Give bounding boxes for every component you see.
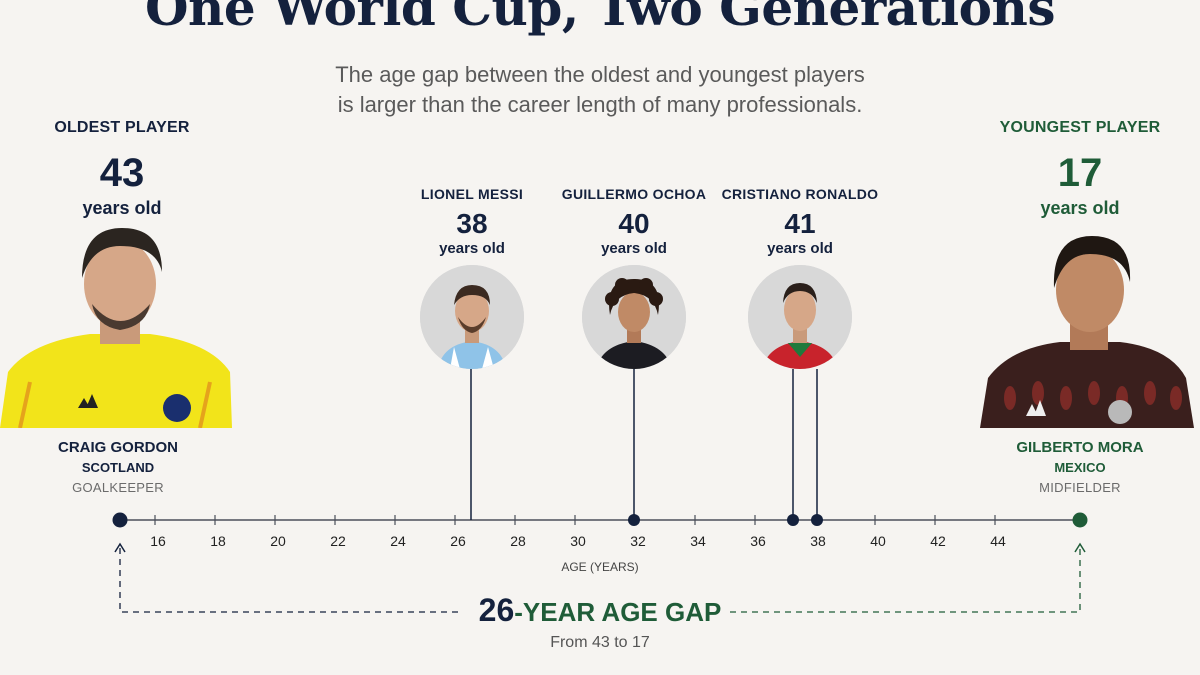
timeline-ticks: 16 18 20 22 24 26 28 30 32 34 36 38 40 42 44 (150, 515, 1006, 549)
oldest-player-info: CRAIG GORDON SCOTLAND GOALKEEPER (18, 438, 218, 498)
ochoa-age: 40 (618, 208, 650, 239)
oldest-player-age: 43 (99, 151, 145, 195)
axis-label: AGE (YEARS) (561, 560, 639, 574)
youngest-player-position: MIDFIELDER (1039, 480, 1121, 495)
ronaldo-name: CRISTIANO RONALDO (721, 186, 879, 202)
subtitle-line-1: The age gap between the oldest and young… (335, 62, 865, 87)
axis-tick-label-40: 40 (870, 533, 886, 549)
messi-years-old: years old (439, 240, 505, 257)
ochoa-portrait (582, 265, 686, 369)
axis-tick-label-26: 26 (450, 533, 466, 549)
ronaldo-portrait (748, 265, 852, 369)
gap-arrow-right-icon (1074, 542, 1086, 553)
axis-tick-label-18: 18 (210, 533, 226, 549)
youngest-player-label: YOUNGEST PLAYER (999, 119, 1161, 136)
oldest-player-country: SCOTLAND (81, 460, 155, 475)
youngest-marker (1072, 512, 1088, 528)
axis-tick-label-38: 38 (810, 533, 826, 549)
axis-tick-label-32: 32 (630, 533, 646, 549)
ronaldo-marker-1 (787, 514, 799, 526)
ochoa-name: GUILLERMO OCHOA (561, 186, 707, 202)
axis-tick-label-22: 22 (330, 533, 346, 549)
age-gap-text: YEAR AGE GAP (522, 597, 722, 627)
age-gap-dash: - (514, 597, 523, 627)
craig-gordon-photo (0, 222, 232, 428)
axis-tick-label-24: 24 (390, 533, 406, 549)
ronaldo-years-old: years old (767, 240, 833, 257)
axis-tick-label-44: 44 (990, 533, 1006, 549)
messi-age: 38 (456, 208, 488, 239)
oldest-marker (112, 512, 128, 528)
gap-arrow-left-icon (114, 542, 126, 553)
oldest-player-position: GOALKEEPER (72, 480, 164, 495)
gap-bracket-left (119, 548, 462, 613)
age-gap-number: 26 (478, 592, 515, 628)
axis-tick-label-16: 16 (150, 533, 166, 549)
youngest-player-header: YOUNGEST PLAYER 17 years old (980, 119, 1180, 219)
messi-label: LIONEL MESSI 38 years old (387, 186, 557, 258)
youngest-player-country: MEXICO (1054, 460, 1106, 475)
youngest-years-old: years old (1040, 198, 1120, 218)
gilberto-mora-photo (980, 228, 1194, 428)
axis-tick-label-30: 30 (570, 533, 586, 549)
ochoa-marker (628, 514, 640, 526)
ronaldo-label: CRISTIANO RONALDO 41 years old (715, 186, 885, 258)
age-gap-headline: 26-YEAR AGE GAP (0, 592, 1200, 629)
page-title: One World Cup, Two Generations (144, 0, 1056, 37)
youngest-player-info: GILBERTO MORA MEXICO MIDFIELDER (980, 438, 1180, 498)
ronaldo-age: 41 (784, 208, 816, 239)
oldest-player-name: CRAIG GORDON (58, 439, 178, 456)
ochoa-label: GUILLERMO OCHOA 40 years old (549, 186, 719, 258)
axis-tick-label-42: 42 (930, 533, 946, 549)
ochoa-years-old: years old (601, 240, 667, 257)
ronaldo-marker-2 (811, 514, 823, 526)
youngest-player-name: GILBERTO MORA (1016, 439, 1144, 456)
oldest-player-label: OLDEST PLAYER (54, 119, 190, 136)
axis-tick-label-28: 28 (510, 533, 526, 549)
axis-tick-label-36: 36 (750, 533, 766, 549)
subtitle: The age gap between the oldest and young… (0, 60, 1200, 120)
youngest-player-age: 17 (1057, 151, 1103, 195)
age-gap-subtext: From 43 to 17 (550, 634, 650, 651)
oldest-player-header: OLDEST PLAYER 43 years old (22, 119, 222, 219)
messi-name: LIONEL MESSI (420, 186, 524, 202)
subtitle-line-2: is larger than the career length of many… (337, 92, 863, 117)
messi-portrait (420, 265, 524, 369)
axis-tick-label-34: 34 (690, 533, 706, 549)
axis-tick-label-20: 20 (270, 533, 286, 549)
oldest-years-old: years old (82, 198, 162, 218)
